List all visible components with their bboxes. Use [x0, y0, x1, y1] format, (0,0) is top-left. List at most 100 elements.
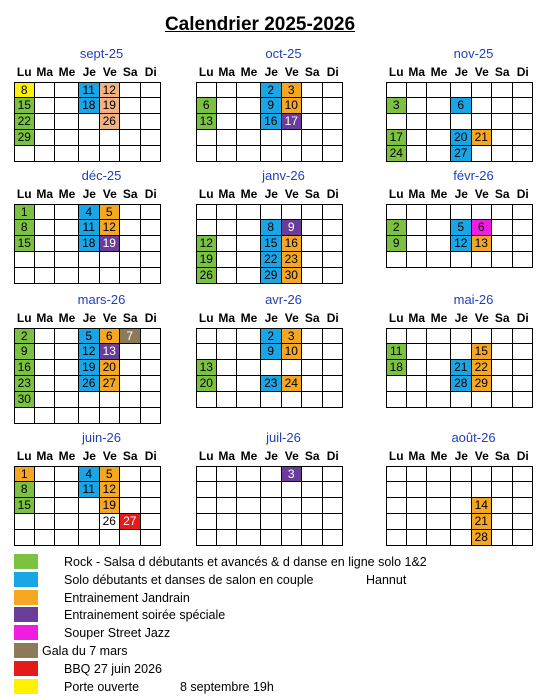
weekday-label: Lu	[388, 449, 404, 463]
day-cell	[196, 514, 217, 530]
weekday-label: Ve	[102, 65, 117, 79]
week-row: 14	[386, 498, 547, 514]
day-cell: 22	[471, 360, 492, 376]
day-cell	[120, 392, 141, 408]
day-cell	[322, 344, 343, 360]
day-cell	[512, 360, 533, 376]
day-cell	[322, 98, 343, 114]
day-cell	[140, 328, 161, 344]
day-cell: 8	[14, 482, 35, 498]
day-cell	[216, 130, 237, 146]
day-cell	[406, 344, 427, 360]
day-cell	[512, 220, 533, 236]
day-cell: 6	[196, 98, 217, 114]
day-cell	[34, 236, 55, 252]
day-cell	[406, 376, 427, 392]
day-cell	[140, 114, 161, 130]
day-cell	[216, 360, 237, 376]
day-cell	[99, 268, 120, 284]
weekday-label: Sa	[494, 65, 510, 79]
weekday-header: Lu Ma Me Je Ve Sa Di	[196, 62, 371, 82]
week-row: 28	[386, 530, 547, 546]
day-cell	[79, 408, 100, 424]
day-cell: 11	[79, 482, 100, 498]
day-cell	[302, 204, 323, 220]
weekday-label: Ve	[284, 449, 299, 463]
day-cell	[120, 114, 141, 130]
weekday-label: Me	[430, 311, 448, 325]
legend-swatch	[14, 660, 38, 676]
day-cell	[79, 146, 100, 162]
day-cell: 8	[14, 82, 35, 98]
day-cell: 11	[386, 344, 407, 360]
weekday-label: Di	[326, 311, 339, 325]
weekday-label: Ma	[218, 65, 236, 79]
day-cell	[427, 328, 451, 344]
day-cell	[34, 204, 55, 220]
day-cell	[140, 252, 161, 268]
day-cell	[261, 360, 282, 376]
day-cell	[471, 466, 492, 482]
day-cell: 14	[471, 498, 492, 514]
day-cell	[512, 98, 533, 114]
day-cell: 27	[120, 514, 141, 530]
day-cell	[512, 328, 533, 344]
day-cell	[451, 252, 472, 268]
day-cell: 12	[99, 82, 120, 98]
weekday-label: Me	[58, 187, 76, 201]
day-cell	[34, 514, 55, 530]
month-grid: 1 4 5 8 11 12 15 18 19	[14, 204, 189, 284]
day-cell: 10	[281, 98, 302, 114]
day-cell	[237, 252, 261, 268]
day-cell: 18	[79, 98, 100, 114]
legend-item-bbq: BBQ 27 juin 2026	[14, 660, 534, 678]
week-row	[14, 268, 189, 284]
weekday-label: Ve	[474, 187, 489, 201]
week-row: 11 15	[386, 344, 547, 360]
day-cell	[55, 252, 79, 268]
weekday-label: Ve	[284, 311, 299, 325]
legend-item-solo: Solo débutants et danses de salon en cou…	[14, 571, 534, 589]
day-cell	[120, 530, 141, 546]
day-cell	[55, 376, 79, 392]
month-5: janv-26 Lu Ma Me Je Ve Sa Di 8 9 12 15 16 19 22 23 26 29 3…	[196, 168, 371, 284]
weekday-label: Lu	[388, 65, 404, 79]
day-cell	[492, 114, 513, 130]
day-cell	[492, 482, 513, 498]
day-cell: 18	[79, 236, 100, 252]
day-cell	[427, 98, 451, 114]
day-cell	[406, 236, 427, 252]
day-cell	[492, 82, 513, 98]
day-cell	[451, 392, 472, 408]
day-cell	[451, 498, 472, 514]
day-cell	[322, 360, 343, 376]
week-row	[196, 498, 371, 514]
weekday-label: Sa	[122, 311, 138, 325]
day-cell	[79, 498, 100, 514]
week-row: 15 18 19	[14, 98, 189, 114]
month-4: déc-25 Lu Ma Me Je Ve Sa Di 1 4 5 8 11 12 15 18 19	[14, 168, 189, 284]
day-cell: 8	[261, 220, 282, 236]
day-cell	[406, 220, 427, 236]
day-cell: 24	[386, 146, 407, 162]
day-cell	[427, 392, 451, 408]
day-cell	[512, 252, 533, 268]
weekday-label: Ve	[102, 187, 117, 201]
week-row: 30	[14, 392, 189, 408]
weekday-label: Di	[144, 65, 157, 79]
day-cell	[451, 114, 472, 130]
legend-extra: Hannut	[366, 572, 407, 587]
weekday-label: Ma	[218, 187, 236, 201]
day-cell: 13	[99, 344, 120, 360]
weekday-label: Sa	[494, 187, 510, 201]
day-cell	[120, 204, 141, 220]
day-cell	[302, 530, 323, 546]
day-cell	[216, 514, 237, 530]
weekday-label: Di	[516, 449, 529, 463]
day-cell	[55, 482, 79, 498]
day-cell	[302, 482, 323, 498]
day-cell	[34, 268, 55, 284]
day-cell: 26	[99, 114, 120, 130]
day-cell	[406, 466, 427, 482]
week-row: 6 9 10	[196, 98, 371, 114]
